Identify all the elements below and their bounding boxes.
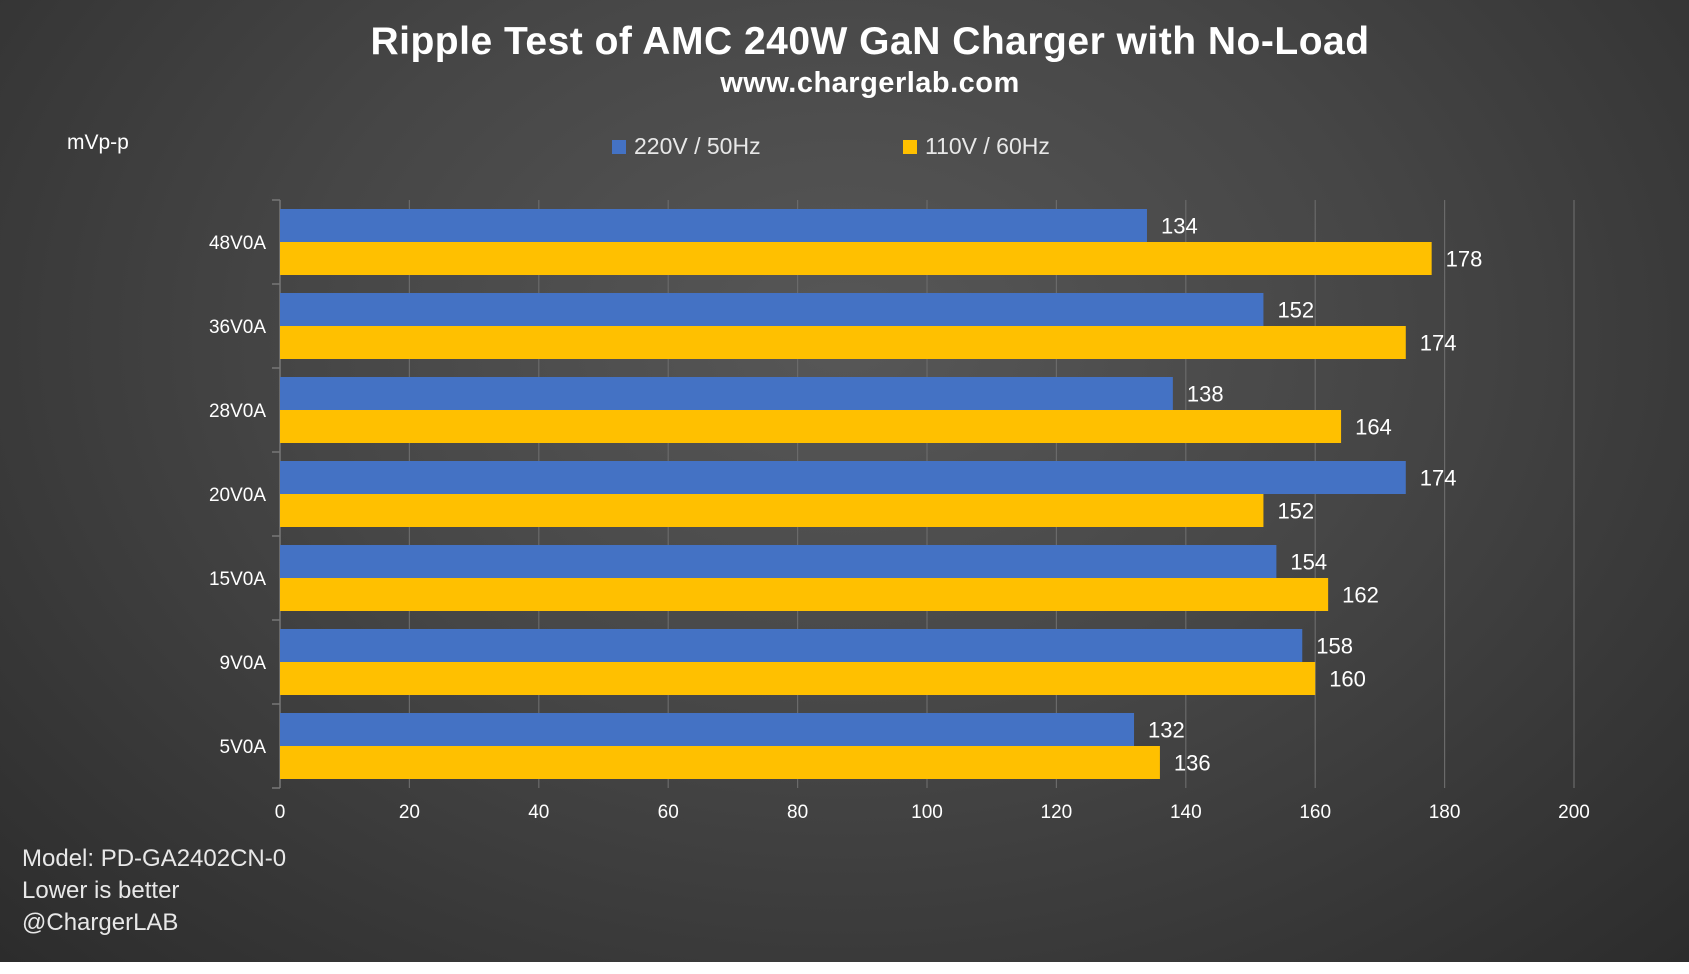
x-tick-label: 20 <box>399 802 420 823</box>
data-label: 158 <box>1316 634 1353 659</box>
bar-110v <box>280 242 1432 275</box>
bar-110v <box>280 578 1329 611</box>
x-tick-label: 180 <box>1429 802 1461 823</box>
note-lower-better: Lower is better <box>22 877 180 904</box>
data-label: 152 <box>1277 499 1314 524</box>
y-tick-label: 36V0A <box>209 317 266 338</box>
x-tick-label: 60 <box>658 802 679 823</box>
data-label: 154 <box>1290 550 1327 575</box>
data-label: 134 <box>1161 214 1198 239</box>
data-label: 132 <box>1148 718 1185 743</box>
bar-110v <box>280 494 1264 527</box>
note-model: Model: PD-GA2402CN-0 <box>22 845 287 872</box>
data-label: 138 <box>1187 382 1224 407</box>
note-credit: @ChargerLAB <box>22 909 179 936</box>
y-tick-label: 9V0A <box>220 653 267 674</box>
legend-label: 220V / 50Hz <box>634 133 761 159</box>
legend-swatch <box>612 139 626 154</box>
data-label: 164 <box>1355 415 1392 440</box>
x-tick-label: 120 <box>1041 802 1073 823</box>
y-tick-label: 28V0A <box>209 401 266 422</box>
y-axis-unit-label: mVp-p <box>67 131 129 154</box>
x-tick-label: 200 <box>1558 802 1590 823</box>
data-label: 160 <box>1329 667 1366 692</box>
data-label: 162 <box>1342 583 1379 608</box>
bar-110v <box>280 410 1342 443</box>
legend-swatch <box>903 139 917 154</box>
chart-subtitle: www.chargerlab.com <box>720 67 1020 99</box>
x-tick-label: 100 <box>911 802 943 823</box>
y-tick-label: 20V0A <box>209 485 266 506</box>
data-label: 174 <box>1420 466 1457 491</box>
bar-110v <box>280 662 1316 695</box>
data-label: 152 <box>1277 298 1314 323</box>
bar-220v <box>280 293 1264 326</box>
data-label: 174 <box>1420 331 1457 356</box>
bar-220v <box>280 461 1406 494</box>
data-label: 136 <box>1174 751 1211 776</box>
y-tick-label: 15V0A <box>209 569 266 590</box>
legend-item-220v: 220V / 50Hz <box>612 133 761 160</box>
bar-220v <box>280 629 1303 662</box>
bar-220v <box>280 713 1135 746</box>
bar-220v <box>280 377 1173 410</box>
y-tick-label: 5V0A <box>220 737 267 758</box>
chart-title: Ripple Test of AMC 240W GaN Charger with… <box>370 20 1370 63</box>
y-tick-label: 48V0A <box>209 233 266 254</box>
x-tick-label: 140 <box>1170 802 1202 823</box>
legend-item-110v: 110V / 60Hz <box>903 133 1050 160</box>
x-tick-label: 80 <box>787 802 808 823</box>
data-label: 178 <box>1446 247 1483 272</box>
x-tick-label: 160 <box>1299 802 1331 823</box>
legend-label: 110V / 60Hz <box>925 133 1050 159</box>
bar-220v <box>280 545 1277 578</box>
x-tick-label: 40 <box>528 802 549 823</box>
bar-110v <box>280 326 1406 359</box>
bar-220v <box>280 209 1147 242</box>
x-tick-label: 0 <box>275 802 286 823</box>
bar-110v <box>280 746 1160 779</box>
